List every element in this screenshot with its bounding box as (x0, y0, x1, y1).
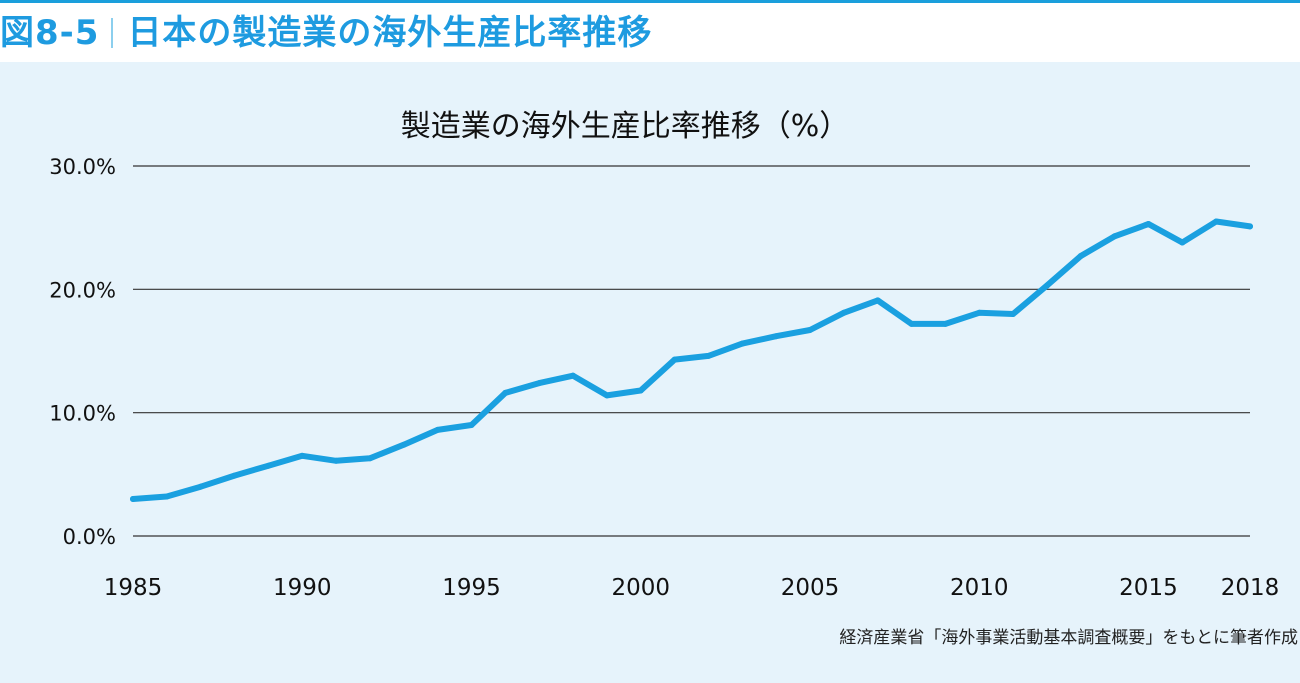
data-point (163, 493, 170, 500)
x-tick-label: 2018 (1221, 575, 1280, 601)
y-tick-label: 0.0% (63, 525, 116, 549)
data-point (265, 462, 272, 469)
y-tick-label: 10.0% (49, 402, 116, 426)
data-point (1010, 311, 1017, 317)
x-tick-label: 1995 (442, 575, 501, 601)
data-point (1145, 220, 1152, 227)
data-point (942, 320, 949, 327)
data-point (468, 422, 475, 428)
data-point (130, 496, 136, 502)
figure-label: 図8-5 (0, 13, 100, 53)
data-point (671, 356, 678, 363)
data-point (366, 455, 373, 462)
x-tick-label: 1990 (273, 575, 332, 601)
data-point (739, 340, 746, 347)
data-point (1077, 253, 1084, 260)
x-tick-label: 2015 (1119, 575, 1178, 601)
data-point (1213, 218, 1220, 225)
y-axis-labels: 0.0% 10.0% 20.0% 30.0% (49, 155, 116, 549)
x-tick-label: 2005 (781, 575, 840, 601)
data-point (197, 483, 204, 490)
x-axis-labels: 1985 1990 1995 2000 2005 2010 2015 2018 (104, 575, 1280, 601)
data-point (434, 426, 441, 433)
y-tick-label: 20.0% (49, 278, 116, 302)
data-point (333, 457, 340, 464)
source-note: 経済産業省「海外事業活動基本調査概要」をもとに筆者作成 (839, 628, 1298, 648)
gridlines (133, 165, 1250, 537)
y-tick-label: 30.0% (49, 155, 116, 179)
data-point (637, 387, 644, 394)
data-point (773, 333, 780, 340)
data-point (299, 452, 306, 459)
data-point (1179, 239, 1186, 246)
data-point (570, 372, 577, 379)
data-point (908, 320, 915, 327)
data-point (502, 389, 509, 396)
header-separator (111, 18, 114, 48)
x-tick-label: 1985 (104, 575, 163, 601)
data-point (705, 352, 712, 359)
data-point (840, 309, 847, 316)
chart-title: 製造業の海外生産比率推移（%） (401, 109, 850, 144)
data-point (976, 309, 983, 316)
data-point (874, 297, 881, 304)
data-point (806, 327, 813, 334)
data-point (1247, 223, 1253, 230)
top-rule (0, 0, 1300, 3)
figure-title: 日本の製造業の海外生産比率推移 (127, 13, 653, 53)
x-tick-label: 2010 (950, 575, 1009, 601)
data-point (231, 472, 238, 479)
data-point (603, 392, 610, 399)
data-point (400, 441, 407, 448)
data-point (1111, 233, 1118, 240)
data-point (536, 380, 543, 387)
figure-header: 図8-5 日本の製造業の海外生産比率推移 (0, 8, 652, 58)
series-line (130, 218, 1253, 502)
series-group (130, 218, 1253, 502)
data-point (1043, 282, 1050, 289)
x-tick-label: 2000 (611, 575, 670, 601)
